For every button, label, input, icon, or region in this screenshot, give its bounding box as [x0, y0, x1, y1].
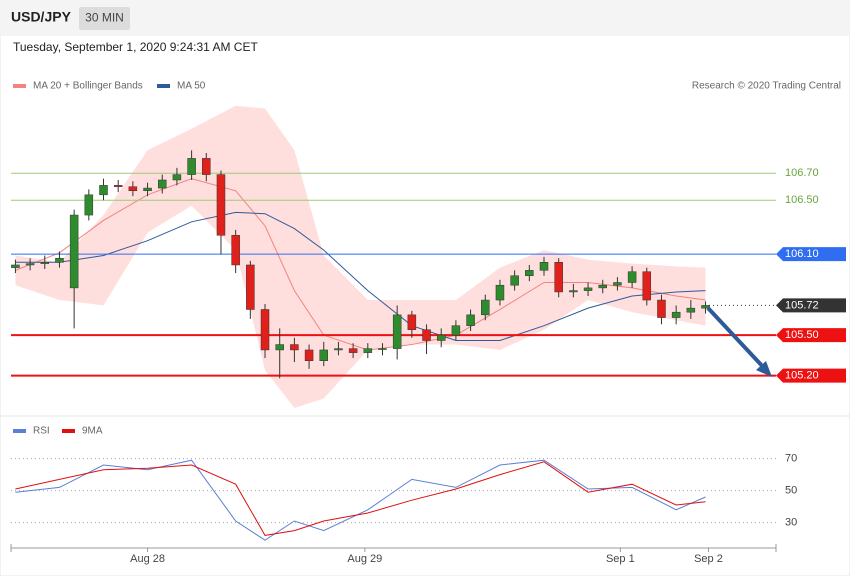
ma-line [15, 178, 706, 351]
x-tick-label: Sep 1 [606, 553, 635, 565]
candle-body [290, 344, 299, 351]
candle-body [671, 311, 681, 318]
candle-body [84, 194, 94, 216]
legend-swatch [13, 429, 26, 433]
candle-body [481, 299, 490, 316]
candle-body [246, 264, 255, 310]
candle-body [216, 174, 226, 236]
level-tag [776, 328, 846, 343]
level-label: 106.10 [785, 248, 819, 260]
level-label: 105.50 [785, 329, 819, 341]
source: Research © 2020 Trading Central [692, 81, 841, 92]
candle-body [334, 348, 343, 351]
candle-body [348, 348, 358, 353]
level-tag [776, 247, 846, 262]
forecast-arrow-head [756, 361, 772, 377]
interval-badge [79, 7, 130, 30]
legend-swatch [157, 84, 170, 88]
indicator-line [15, 461, 706, 536]
candle-body [569, 290, 578, 293]
ma-line [15, 211, 706, 342]
candle-body [157, 179, 167, 189]
bollinger-band [15, 105, 706, 408]
x-tick-label: Sep 2 [694, 553, 723, 565]
level-label: 106.50 [785, 194, 819, 206]
level-label: 105.72 [785, 299, 819, 311]
candle-body [598, 284, 607, 289]
x-tick-label: Aug 28 [130, 553, 165, 565]
candle-body [99, 185, 108, 196]
candle-body [466, 314, 475, 326]
candle-body [392, 314, 402, 349]
candle-body [187, 158, 196, 175]
y-tick-label: 30 [785, 517, 797, 529]
candle-body [510, 275, 519, 286]
candle-body [657, 299, 666, 318]
level-tag [776, 298, 846, 313]
candle-body [436, 334, 446, 341]
y-tick-label: 70 [785, 453, 797, 465]
candle-body [363, 348, 373, 353]
candle-body [627, 271, 637, 283]
legend-label: 9MA [82, 426, 103, 437]
candle-body [378, 348, 387, 350]
candle-body [451, 325, 461, 336]
candle-body [25, 263, 35, 266]
legend-label: RSI [33, 426, 50, 437]
candle-body [613, 282, 622, 286]
candle-body [55, 257, 64, 263]
timestamp: Tuesday, September 1, 2020 9:24:31 AM CE… [13, 40, 258, 54]
candle-body [143, 187, 152, 192]
symbol: USD/JPY [11, 9, 72, 25]
level-label: 106.70 [785, 167, 819, 179]
legend-swatch [13, 84, 26, 88]
legend-swatch [62, 429, 75, 433]
legend-label: MA 20 + Bollinger Bands [33, 81, 143, 92]
interval: 30 MIN [85, 11, 124, 25]
candle-body [304, 349, 314, 361]
x-tick-label: Aug 29 [347, 553, 382, 565]
candle-body [260, 309, 270, 351]
level-tag [776, 368, 846, 383]
candle-body [40, 262, 50, 264]
y-tick-label: 50 [785, 485, 797, 497]
candle-body [275, 344, 284, 351]
header-bar [0, 0, 850, 36]
indicator-line [15, 459, 706, 541]
forecast-arrow [706, 306, 767, 371]
candle-body [583, 287, 593, 291]
candle-body [525, 270, 534, 277]
candle-body [202, 158, 211, 175]
candle-body [686, 307, 696, 313]
candle-body [495, 284, 505, 301]
candle-body [69, 214, 79, 289]
candle-body [554, 262, 563, 293]
candle-body [539, 262, 549, 271]
candle-body [231, 235, 240, 266]
candle-body [11, 264, 20, 268]
candle-body [407, 314, 417, 330]
candle-body [128, 186, 138, 192]
candle-body [113, 185, 123, 187]
candle-body [422, 329, 431, 341]
candle-body [172, 174, 182, 181]
candle-body [642, 271, 652, 301]
level-label: 105.20 [785, 369, 819, 381]
candle-body [319, 349, 329, 361]
legend-label: MA 50 [177, 81, 206, 92]
